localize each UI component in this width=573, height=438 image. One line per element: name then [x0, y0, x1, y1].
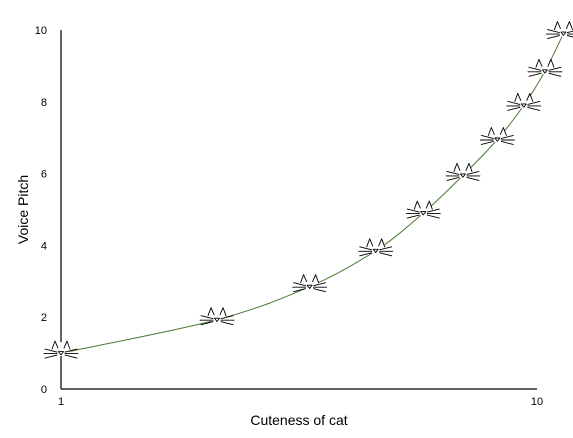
y-tick-label: 8 [41, 97, 47, 109]
y-tick-label: 10 [35, 25, 47, 37]
cat-face-marker [292, 274, 328, 293]
x-tick-labels: 1 10 [58, 396, 543, 408]
cat-face-marker [545, 21, 573, 40]
cat-face-marker [506, 92, 542, 111]
x-tick-label: 1 [58, 396, 64, 408]
cat-face-marker [445, 162, 481, 181]
y-tick-label: 4 [41, 240, 47, 252]
marker-layer [43, 21, 573, 359]
y-tick-labels: 0 2 4 6 8 10 [35, 25, 47, 396]
cat-face-marker [479, 127, 515, 145]
x-tick-label: 10 [531, 396, 543, 408]
series-line [60, 33, 564, 354]
y-tick-label: 2 [41, 312, 47, 324]
axes [60, 30, 537, 390]
cat-face-marker [527, 58, 563, 77]
x-axis-title: Cuteness of cat [250, 412, 347, 428]
cat-face-marker [43, 340, 79, 359]
series-layer [60, 33, 564, 354]
cat-face-marker [199, 307, 235, 326]
y-tick-label: 0 [41, 384, 47, 396]
y-axis-title: Voice Pitch [15, 175, 31, 244]
cat-face-marker [358, 238, 394, 257]
cat-face-marker [405, 200, 441, 219]
y-tick-label: 6 [41, 169, 47, 181]
